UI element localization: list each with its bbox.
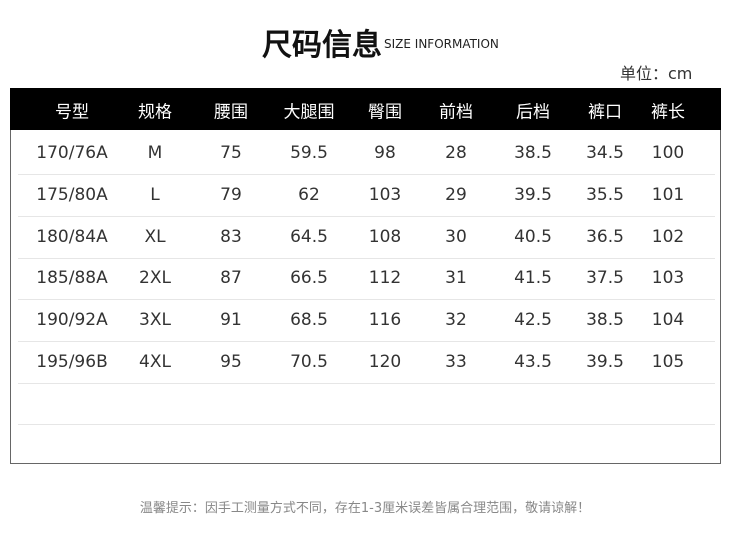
row-separator xyxy=(18,383,715,384)
table-cell: 62 xyxy=(298,184,320,205)
column-header: 规格 xyxy=(138,102,172,123)
table-cell: 31 xyxy=(445,268,467,289)
table-cell: 83 xyxy=(220,226,242,247)
table-cell: 104 xyxy=(651,310,685,331)
table-cell: 105 xyxy=(651,352,685,372)
row-separator xyxy=(18,216,715,217)
table-cell: 34.5 xyxy=(586,143,624,163)
table-cell: 30 xyxy=(445,226,467,247)
table-cell: 108 xyxy=(368,226,402,247)
table-cell: 102 xyxy=(651,226,685,247)
footer-note: 温馨提示：因手工测量方式不同，存在1-3厘米误差皆属合理范围，敬请谅解！ xyxy=(139,501,591,516)
table-cell: 190/92A xyxy=(36,310,108,331)
column-header: 腰围 xyxy=(214,102,248,123)
row-separator xyxy=(18,174,715,175)
table-cell: 2XL xyxy=(139,268,171,289)
column-header: 后档 xyxy=(516,102,550,123)
column-header: 号型 xyxy=(55,102,89,123)
table-cell: 64.5 xyxy=(290,226,328,247)
column-header: 裤口 xyxy=(588,102,622,123)
table-cell: 29 xyxy=(445,184,467,205)
table-cell: 66.5 xyxy=(290,268,328,289)
table-cell: 185/88A xyxy=(36,268,108,289)
table-cell: 37.5 xyxy=(586,268,624,289)
table-cell: 36.5 xyxy=(586,226,624,247)
table-cell: 38.5 xyxy=(586,310,624,331)
table-cell: 39.5 xyxy=(586,352,624,372)
table-cell: 43.5 xyxy=(514,352,552,372)
column-header: 大腿围 xyxy=(283,102,335,123)
table-cell: 70.5 xyxy=(290,352,328,372)
column-header: 裤长 xyxy=(651,102,685,123)
table-cell: 87 xyxy=(220,268,242,289)
table-cell: 28 xyxy=(445,143,467,163)
table-cell: 91 xyxy=(220,310,242,331)
table-cell: 180/84A xyxy=(36,226,108,247)
table-cell: 175/80A xyxy=(36,184,108,205)
table-cell: 4XL xyxy=(139,352,171,372)
table-cell: 32 xyxy=(445,310,467,331)
table-cell: L xyxy=(150,184,160,205)
table-cell: 79 xyxy=(220,184,242,205)
table-cell: 33 xyxy=(445,352,467,372)
unit: 单位：cm xyxy=(620,64,693,83)
table-cell: 170/76A xyxy=(36,143,108,163)
table-cell: 101 xyxy=(651,184,685,205)
column-header: 臀围 xyxy=(368,102,402,123)
table-cell: 3XL xyxy=(139,310,171,331)
table-cell: 100 xyxy=(651,143,685,163)
table-cell: 68.5 xyxy=(290,310,328,331)
table-cell: 42.5 xyxy=(514,310,552,331)
table-cell: 41.5 xyxy=(514,268,552,289)
row-separator xyxy=(18,341,715,342)
table-cell: 120 xyxy=(368,352,402,372)
subtitle: SIZE INFORMATION xyxy=(384,37,499,51)
table-cell: 195/96B xyxy=(36,352,108,372)
table-cell: M xyxy=(147,143,163,163)
table-cell: 35.5 xyxy=(586,184,624,205)
table-header xyxy=(10,88,721,130)
table-cell: 112 xyxy=(368,268,402,289)
row-separator xyxy=(18,258,715,259)
table-cell: 98 xyxy=(374,143,396,163)
table-cell: 103 xyxy=(651,268,685,289)
table-cell: 116 xyxy=(368,310,402,331)
table-cell: 39.5 xyxy=(514,184,552,205)
table-cell: 103 xyxy=(368,184,402,205)
table-cell: 95 xyxy=(220,352,242,372)
table-cell: XL xyxy=(144,226,166,247)
table-cell: 59.5 xyxy=(290,143,328,163)
table-cell: 40.5 xyxy=(514,226,552,247)
table-cell: 75 xyxy=(220,143,242,163)
row-separator xyxy=(18,424,715,425)
title: 尺码信息 xyxy=(262,28,382,63)
table-cell: 38.5 xyxy=(514,143,552,163)
row-separator xyxy=(18,299,715,300)
column-header: 前档 xyxy=(439,102,473,123)
